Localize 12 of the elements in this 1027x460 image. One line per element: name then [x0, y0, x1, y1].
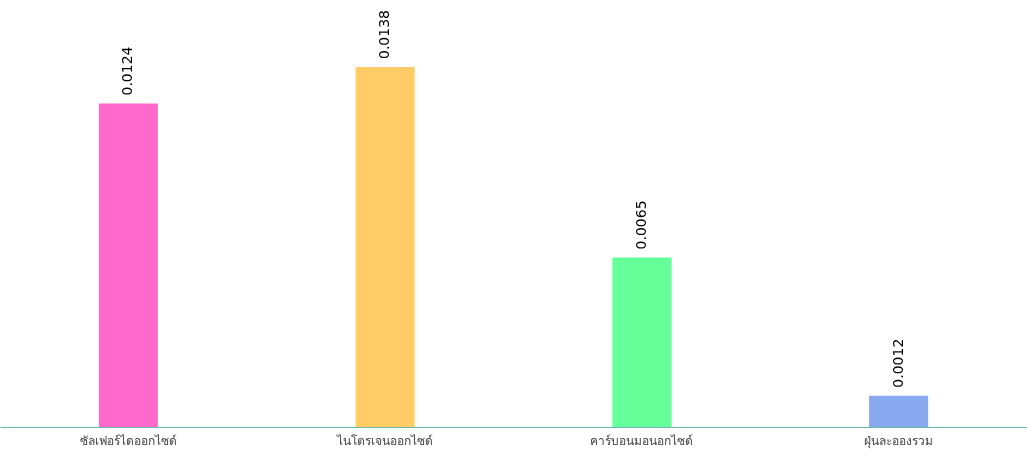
data-label: 0.0138: [376, 10, 393, 59]
x-tick-label: ซัลเฟอร์ไดออกไซด์: [79, 433, 177, 448]
bar: [612, 257, 672, 427]
x-tick-label: ไนโตรเจนออกไซด์: [336, 433, 434, 448]
data-label: 0.0124: [119, 46, 136, 96]
x-tick-label: ฝุ่นละอองรวม: [864, 433, 934, 449]
x-tick-label: คาร์บอนมอนอกไซด์: [590, 433, 694, 448]
data-label: 0.0012: [889, 338, 906, 388]
bar: [869, 395, 929, 427]
data-label: 0.0065: [632, 200, 649, 250]
bar: [355, 67, 415, 427]
bar: [98, 103, 158, 427]
